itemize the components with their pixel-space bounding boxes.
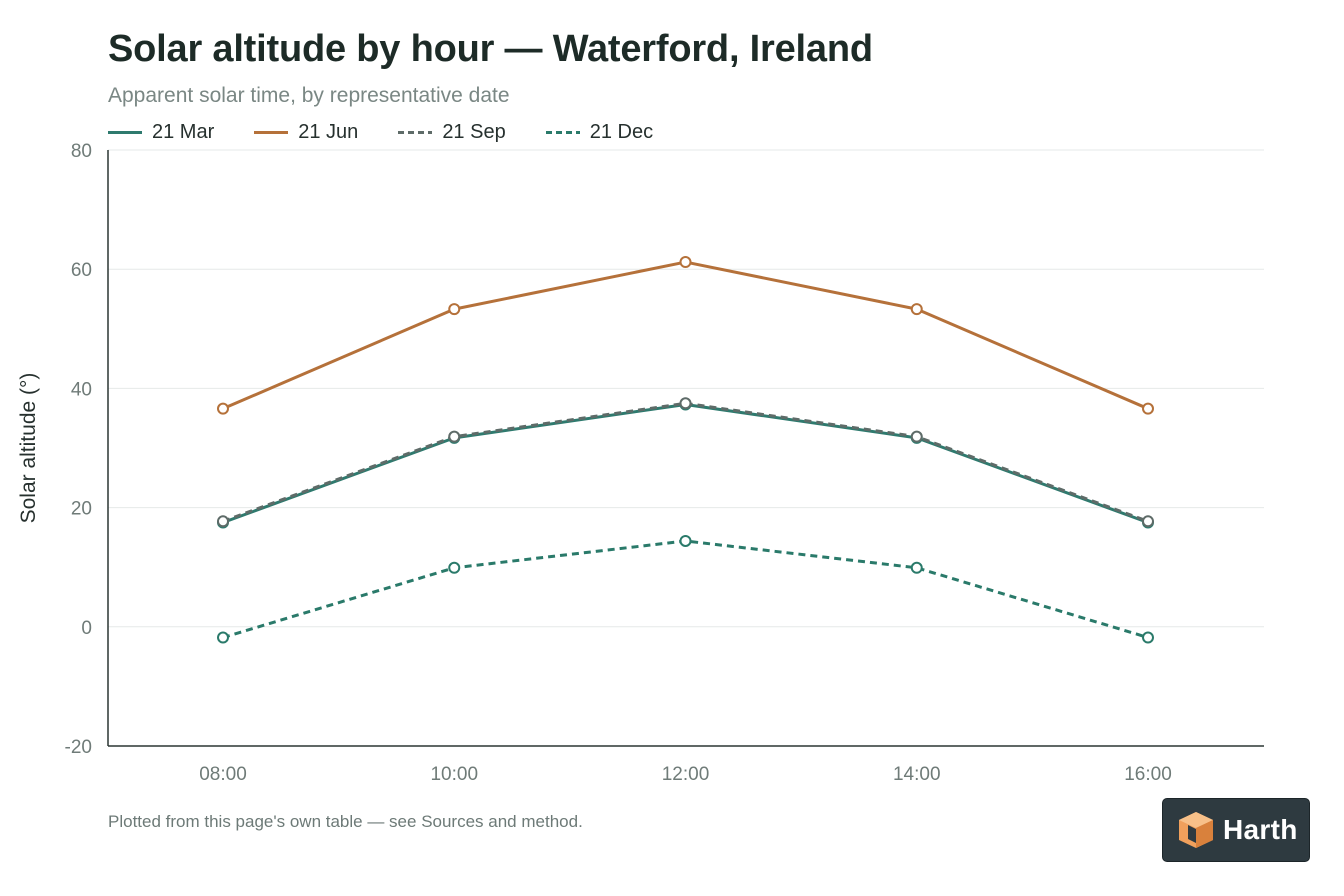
legend-item-dec[interactable]: 21 Dec bbox=[545, 120, 654, 144]
cube-icon bbox=[1179, 812, 1213, 848]
data-point bbox=[217, 631, 229, 644]
series-line-1 bbox=[222, 260, 1149, 411]
data-point bbox=[910, 303, 923, 316]
y-axis-title: Solar altitude (°) bbox=[17, 373, 40, 524]
data-point bbox=[679, 534, 692, 547]
data-point bbox=[448, 430, 461, 443]
series-line-0 bbox=[222, 402, 1149, 524]
y-tick-label: 80 bbox=[71, 141, 92, 162]
legend-label: 21 Dec bbox=[589, 120, 654, 143]
x-tick-label: 14:00 bbox=[893, 764, 941, 785]
data-point bbox=[679, 397, 692, 410]
series-line-2 bbox=[222, 401, 1149, 523]
legend-swatch-mar bbox=[108, 130, 142, 134]
legend-label: 21 Sep bbox=[442, 120, 506, 143]
y-tick-label: 0 bbox=[81, 618, 92, 639]
brand-logo[interactable]: Harth bbox=[1162, 798, 1310, 862]
legend-item-mar[interactable]: 21 Mar bbox=[108, 121, 214, 144]
data-point bbox=[1142, 402, 1154, 415]
chart-title: Solar altitude by hour — Waterford, Irel… bbox=[108, 28, 873, 70]
data-point bbox=[679, 256, 692, 269]
chart-subtitle: Apparent solar time, by representative d… bbox=[108, 84, 510, 107]
legend-swatch-sep bbox=[398, 130, 433, 134]
brand-name: Harth bbox=[1223, 814, 1298, 845]
data-point bbox=[448, 303, 461, 316]
y-tick-label: 40 bbox=[71, 379, 92, 400]
y-tick-label: 20 bbox=[71, 499, 92, 520]
data-point bbox=[910, 430, 923, 443]
legend-swatch-jun bbox=[254, 130, 289, 134]
legend: 21 Mar 21 Jun 21 Sep 21 Dec bbox=[108, 120, 693, 144]
data-point bbox=[1142, 515, 1154, 528]
legend-swatch-dec bbox=[545, 130, 580, 134]
y-tick-label: -20 bbox=[65, 737, 92, 758]
footnote: Plotted from this page's own table — see… bbox=[108, 812, 583, 831]
x-tick-label: 16:00 bbox=[1124, 764, 1172, 785]
legend-label: 21 Jun bbox=[298, 120, 359, 143]
series-line-3 bbox=[222, 539, 1149, 639]
data-point bbox=[217, 402, 229, 415]
x-tick-label: 12:00 bbox=[662, 764, 710, 785]
data-point bbox=[1142, 631, 1154, 644]
data-point bbox=[448, 561, 461, 574]
data-point bbox=[910, 561, 923, 574]
data-point bbox=[217, 515, 229, 528]
x-tick-label: 08:00 bbox=[199, 764, 247, 785]
legend-item-jun[interactable]: 21 Jun bbox=[254, 121, 358, 144]
y-tick-label: 60 bbox=[71, 260, 92, 281]
legend-label: 21 Mar bbox=[152, 120, 215, 143]
x-tick-label: 10:00 bbox=[430, 764, 478, 785]
legend-item-sep[interactable]: 21 Sep bbox=[398, 120, 506, 144]
